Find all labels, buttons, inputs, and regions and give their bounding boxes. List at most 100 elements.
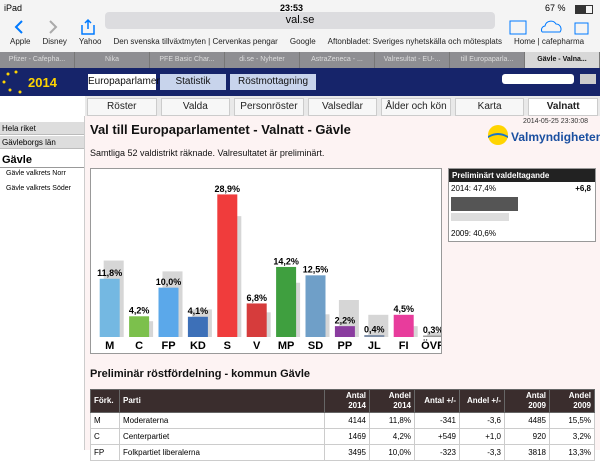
- table-cell: +1,0: [459, 428, 505, 445]
- bookmarks[interactable]: [509, 20, 527, 35]
- sub-tabs: Röster Valda Personröster Valsedlar Ålder oc…: [85, 96, 600, 117]
- table-cell: 3818: [504, 444, 550, 461]
- chart: 11,8% M 4,2% C 10,0% FP 4,1% KD 28,9% S 6,8% V 14,2%…: [90, 168, 442, 354]
- status-text: Samtliga 52 valdistrikt räknade. Valresu…: [90, 148, 325, 158]
- forward[interactable]: [49, 20, 58, 34]
- value-label: 11,8%: [97, 268, 122, 278]
- column-header: Andel 2009: [549, 389, 595, 413]
- bar: [158, 287, 179, 337]
- bookmarks-bar: Apple Disney Yahoo Den svenska tillväxtmyte…: [0, 36, 600, 50]
- category-label: S: [224, 340, 231, 352]
- bar: [187, 316, 208, 337]
- table-cell: 4485: [504, 412, 550, 429]
- column-header: Förk.: [90, 389, 120, 413]
- table-cell: C: [90, 428, 120, 445]
- bar: [99, 278, 120, 337]
- timestamp: 2014-05-25 23:30:08: [523, 118, 588, 125]
- category-label: KD: [190, 340, 206, 352]
- sub-tab[interactable]: Karta: [454, 98, 525, 116]
- bookmark[interactable]: Aftonbladet: Sveriges nyhetskälla och mö…: [327, 37, 502, 46]
- sub-tab[interactable]: Valda: [160, 98, 231, 116]
- main-tab[interactable]: Statistik: [160, 74, 226, 90]
- bar: [393, 314, 414, 337]
- table-cell: 4,2%: [369, 428, 415, 445]
- browser-tab[interactable]: Valresultat - EU-...: [375, 52, 450, 68]
- url: val.se: [285, 14, 315, 26]
- bookmark[interactable]: Den svenska tillväxtmyten | Cervenkas pe…: [113, 37, 278, 46]
- table-cell: +549: [414, 428, 460, 445]
- value-label: 0,3%: [423, 325, 442, 335]
- search-button[interactable]: [580, 74, 596, 84]
- share[interactable]: [81, 18, 95, 35]
- browser-tab[interactable]: Nika: [75, 52, 150, 68]
- value-label: 28,9%: [215, 184, 241, 194]
- sidebar-item[interactable]: Gävle valkrets Söder: [6, 185, 71, 192]
- sub-tab[interactable]: Valnatt: [528, 98, 598, 116]
- tab-bar: Pfizer - Cafepha... Nika PFE Basic Char...…: [0, 52, 600, 68]
- sidebar-item[interactable]: Hela riket: [0, 122, 84, 135]
- value-label: 4,1%: [188, 306, 209, 316]
- bookmark[interactable]: Yahoo: [78, 37, 102, 46]
- sidebar-item[interactable]: Gävle valkrets Norr: [6, 170, 66, 177]
- site-header: 2014 Europaparlamen Statistik Röstmottagni…: [0, 68, 600, 96]
- category-label: JL: [368, 340, 381, 352]
- table-cell: -3,6: [459, 412, 505, 429]
- bookmark[interactable]: Google: [289, 37, 316, 46]
- bar: [364, 335, 385, 337]
- table-cell: 4144: [324, 412, 370, 429]
- category-label: SD: [308, 340, 323, 352]
- sub-tab[interactable]: Röster: [87, 98, 157, 116]
- value-label: 14,2%: [273, 256, 299, 266]
- category-label: FI: [399, 340, 409, 352]
- logo: Valmyndigheten: [511, 130, 600, 144]
- logo-icon: [488, 125, 508, 145]
- turnout-current: 2014: 47,4%: [451, 184, 496, 193]
- table-cell: -341: [414, 412, 460, 429]
- sub-tab[interactable]: Ålder och kön: [381, 98, 451, 116]
- battery: 67 %: [545, 3, 566, 13]
- bookmark[interactable]: Disney: [42, 37, 67, 46]
- address-bar[interactable]: val.se: [105, 12, 495, 29]
- back[interactable]: [14, 20, 23, 34]
- bookmark[interactable]: Apple: [10, 37, 31, 46]
- table-cell: Moderaterna: [119, 412, 325, 429]
- column-header: Antal 2014: [324, 389, 370, 413]
- value-label: 10,0%: [156, 277, 182, 287]
- tabs-button[interactable]: [574, 22, 589, 35]
- category-label: FP: [161, 340, 175, 352]
- turnout-previous: 2009: 40,6%: [451, 229, 496, 238]
- column-header: Parti: [119, 389, 325, 413]
- table-cell: 920: [504, 428, 550, 445]
- sidebar-item[interactable]: Gävleborgs län: [0, 136, 84, 149]
- turnout-bar-previous: [451, 213, 509, 221]
- browser-tab[interactable]: till Europaparla...: [450, 52, 525, 68]
- browser-tab[interactable]: Gävle - Valna...: [525, 52, 600, 68]
- bookmark[interactable]: Home | cafepharma: [513, 37, 585, 46]
- browser-tab[interactable]: PFE Basic Char...: [150, 52, 225, 68]
- previous-bar: [427, 332, 441, 337]
- browser-tab[interactable]: di.se - Nyheter: [225, 52, 300, 68]
- turnout-bar-current: [451, 197, 519, 211]
- sub-tab[interactable]: Personröster: [234, 98, 304, 116]
- sub-tab[interactable]: Valsedlar: [307, 98, 378, 116]
- table-cell: -3,3: [459, 444, 505, 461]
- category-label: ÖVR: [421, 339, 442, 352]
- main-tab[interactable]: Röstmottagning: [230, 74, 316, 90]
- year: 2014: [28, 75, 57, 90]
- table-cell: Folkpartiet liberalerna: [119, 444, 325, 461]
- category-label: MP: [278, 340, 295, 352]
- table-cell: 1469: [324, 428, 370, 445]
- cloud[interactable]: [540, 20, 562, 33]
- main-tab[interactable]: Europaparlamen: [88, 74, 162, 90]
- value-label: 6,8%: [246, 293, 267, 303]
- search-field[interactable]: [502, 74, 574, 84]
- column-header: Andel +/-: [459, 389, 505, 413]
- browser-tab[interactable]: AstraZeneca - ...: [300, 52, 375, 68]
- bar: [423, 335, 441, 337]
- sidebar-item[interactable]: Gävle: [0, 152, 84, 168]
- category-label: V: [253, 340, 261, 352]
- browser-tab[interactable]: Pfizer - Cafepha...: [0, 52, 75, 68]
- column-header: Andel 2014: [369, 389, 415, 413]
- column-header: Antal 2009: [504, 389, 550, 413]
- category-label: C: [135, 340, 143, 352]
